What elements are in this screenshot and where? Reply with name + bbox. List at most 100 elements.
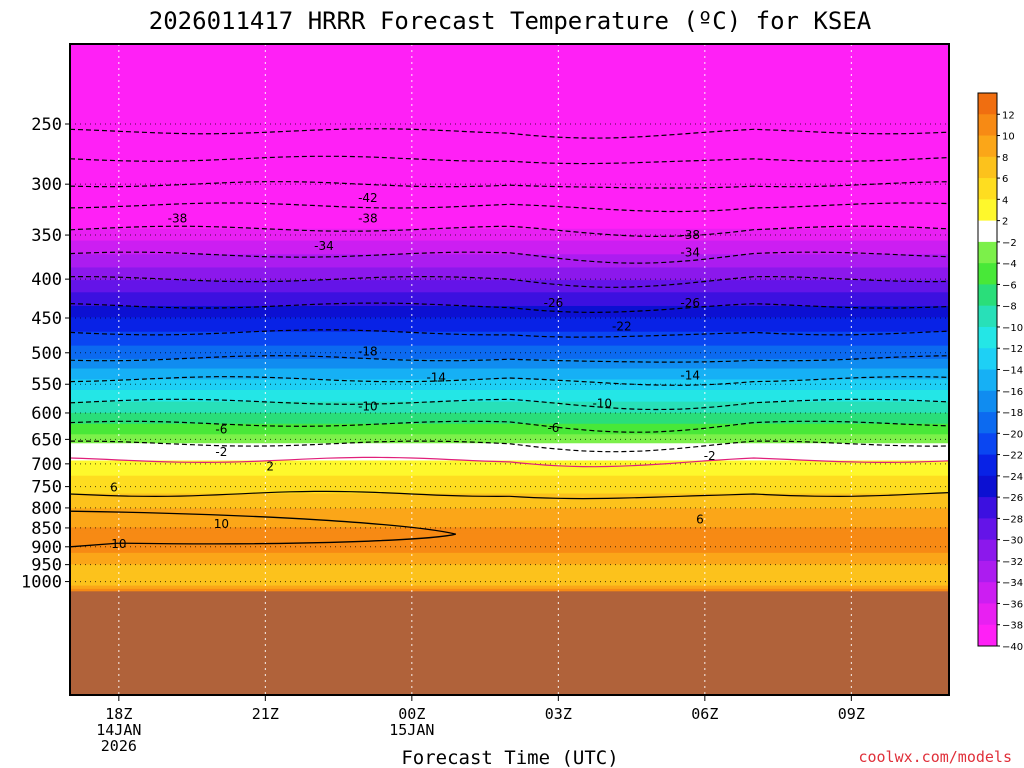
temperature-band — [70, 366, 949, 370]
temperature-band — [70, 376, 949, 379]
temperature-band — [70, 522, 949, 525]
temperature-band — [70, 531, 949, 533]
temperature-band — [70, 578, 949, 581]
contour-labels: -42-38 -38-38-34 -34-26 -26-22-18-14 -14-10-… — [110, 191, 716, 551]
temperature-band — [70, 398, 949, 401]
y-tick-label: 350 — [31, 226, 62, 246]
temperature-band — [70, 476, 949, 479]
temperature-band — [70, 496, 949, 499]
temperature-band — [70, 218, 949, 223]
temperature-band — [70, 201, 949, 205]
temperature-band — [70, 558, 949, 560]
temperature-band — [70, 519, 949, 522]
gridlines — [70, 44, 949, 695]
isotherm-line — [70, 251, 949, 264]
contour-label: -6 — [547, 421, 559, 435]
colorbar-label: −38 — [1002, 621, 1023, 632]
colorbar-label: −8 — [1002, 302, 1017, 313]
temperature-band — [70, 319, 949, 322]
colorbar-swatch — [978, 454, 997, 477]
temperature-band — [70, 471, 949, 473]
temperature-band — [70, 240, 949, 244]
temperature-band — [70, 373, 949, 376]
isotherm-line — [70, 225, 949, 238]
colorbar-label: −16 — [1002, 387, 1023, 398]
x-tick-label: 03Z — [545, 705, 572, 723]
temperature-band — [70, 292, 949, 295]
temperature-band — [70, 394, 949, 397]
temperature-band — [70, 573, 949, 575]
temperature-band — [70, 371, 949, 374]
temperature-band — [70, 526, 949, 529]
y-tick-label: 500 — [31, 344, 62, 364]
temperature-band — [70, 546, 949, 548]
temperature-band — [70, 449, 949, 452]
temperature-band — [70, 578, 949, 580]
temperature-band — [70, 481, 949, 484]
temperature-band — [70, 588, 949, 591]
colorbar-label: −24 — [1002, 472, 1023, 483]
x-tick-label: 06Z — [691, 705, 718, 723]
temperature-band — [70, 505, 949, 507]
temperature-band — [70, 479, 949, 481]
temperature-band — [70, 469, 949, 472]
contour-label: -10 — [358, 399, 378, 413]
colorbar-label: −12 — [1002, 344, 1023, 355]
temperature-band — [70, 117, 949, 122]
temperature-band — [70, 249, 949, 253]
contour-label: -2 — [215, 445, 227, 459]
temperature-band — [70, 521, 949, 524]
temperature-band — [70, 353, 949, 357]
temperature-band — [70, 70, 949, 75]
temperature-band — [70, 468, 949, 471]
temperature-band — [70, 425, 949, 428]
isotherm-line — [70, 398, 949, 411]
colorbar-swatch — [978, 433, 997, 455]
temperature-band — [70, 575, 949, 578]
colorbar-swatch — [978, 135, 997, 158]
temperature-band — [70, 565, 949, 567]
temperature-band — [70, 438, 949, 441]
temperature-band — [70, 242, 949, 246]
temperature-band — [70, 560, 949, 563]
temperature-band — [70, 233, 949, 237]
temperature-band — [70, 317, 949, 320]
x-tick-year: 2026 — [101, 737, 137, 755]
temperature-band — [70, 511, 949, 514]
colorbar-swatch — [978, 178, 997, 200]
temperature-band — [70, 582, 949, 584]
isotherm-line — [70, 490, 949, 500]
temperature-band — [70, 370, 949, 373]
temperature-band — [70, 570, 949, 572]
isotherm-line — [70, 275, 949, 288]
plot-area: -42-38 -38-38-34 -34-26 -26-22-18-14 -14-10-… — [70, 44, 949, 695]
colorbar-label: 8 — [1002, 153, 1008, 164]
temperature-band — [70, 89, 949, 94]
temperature-band — [70, 474, 949, 477]
temperature-band — [70, 383, 949, 387]
temperature-band — [70, 286, 949, 289]
temperature-band — [70, 462, 949, 465]
temperature-band — [70, 252, 949, 255]
temperature-band — [70, 216, 949, 220]
temperature-band — [70, 588, 949, 590]
temperature-band — [70, 290, 949, 293]
temperature-band — [70, 418, 949, 421]
temperature-band — [70, 448, 949, 451]
y-tick-label: 600 — [31, 404, 62, 424]
temperature-band — [70, 377, 949, 381]
temperature-band — [70, 124, 949, 129]
temperature-band — [70, 391, 949, 394]
contour-label: -2 — [704, 449, 716, 463]
isotherm-line — [70, 329, 949, 338]
colorbar-label: −32 — [1002, 557, 1023, 568]
temperature-band — [70, 567, 949, 570]
temperature-band — [70, 309, 949, 313]
colorbar-label: −34 — [1002, 578, 1023, 589]
isotherm-line — [70, 376, 949, 386]
y-tick-label: 800 — [31, 499, 62, 519]
contour-label: -14 — [680, 369, 700, 383]
temperature-band — [70, 322, 949, 326]
temperature-band — [70, 467, 949, 470]
temperature-band — [70, 483, 949, 486]
